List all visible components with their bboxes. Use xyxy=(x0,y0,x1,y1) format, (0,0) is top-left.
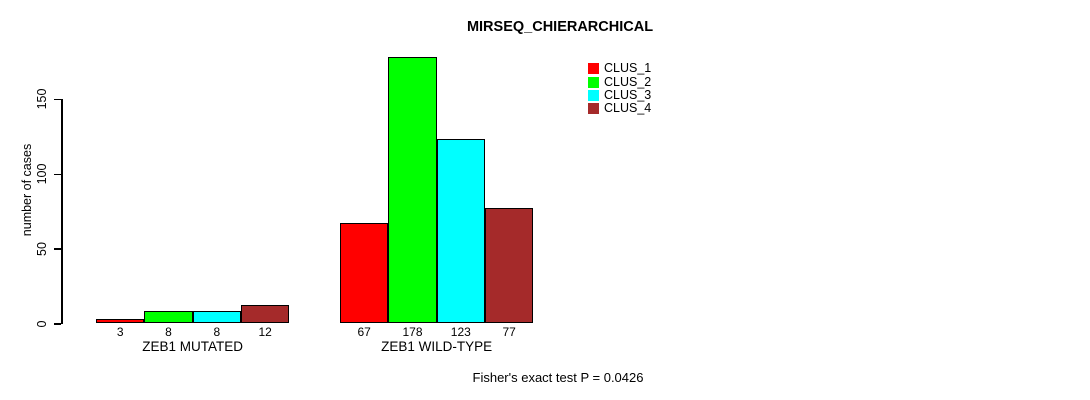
y-axis-tick xyxy=(54,98,61,101)
group-label: ZEB1 WILD-TYPE xyxy=(381,339,493,354)
bar-value-label: 123 xyxy=(450,325,471,339)
legend-label: CLUS_3 xyxy=(604,87,652,102)
legend-swatch-clus_3 xyxy=(588,89,599,101)
group-label: ZEB1 MUTATED xyxy=(142,339,244,354)
bar-value-label: 77 xyxy=(502,325,516,339)
y-axis-tick-label: 150 xyxy=(35,88,49,110)
legend-label: CLUS_4 xyxy=(604,101,652,116)
legend-row: CLUS_2 xyxy=(588,75,651,88)
bar-clus_4 xyxy=(484,207,534,323)
y-axis-tick-label: 0 xyxy=(35,320,49,327)
legend-swatch-clus_4 xyxy=(588,103,599,115)
y-axis-tick-label: 100 xyxy=(35,163,49,185)
bar-value-label: 8 xyxy=(165,325,172,339)
bar-value-label: 8 xyxy=(213,325,221,339)
y-axis-tick xyxy=(54,323,61,325)
bar-clus_3 xyxy=(192,311,241,323)
legend-label: CLUS_1 xyxy=(604,61,652,76)
bar-value-label: 3 xyxy=(116,325,124,339)
bar-clus_1 xyxy=(340,222,389,323)
bar-clus_1 xyxy=(96,318,145,323)
legend-label: CLUS_2 xyxy=(604,74,652,89)
bar-clus_2 xyxy=(144,311,193,323)
bar-clus_2 xyxy=(388,57,437,323)
stat-annotation: Fisher's exact test P = 0.0426 xyxy=(472,370,644,385)
y-axis-tick xyxy=(54,173,61,176)
y-axis-label: number of cases xyxy=(20,143,34,237)
legend-swatch-clus_2 xyxy=(588,76,599,88)
y-axis-tick xyxy=(54,248,61,250)
bar-clus_3 xyxy=(436,139,485,323)
legend-row: CLUS_4 xyxy=(588,102,651,115)
bar-value-label: 12 xyxy=(258,325,272,339)
bar-clus_4 xyxy=(240,305,290,323)
chart-title: MIRSEQ_CHIERARCHICAL xyxy=(466,19,654,35)
bar-value-label: 67 xyxy=(357,325,371,339)
y-axis-line xyxy=(61,98,63,325)
y-axis-tick-label: 50 xyxy=(35,241,49,256)
legend-row: CLUS_1 xyxy=(588,62,651,75)
legend-swatch-clus_1 xyxy=(588,63,599,75)
bar-value-label: 178 xyxy=(402,325,423,339)
legend: CLUS_1 CLUS_2 CLUS_3 CLUS_4 xyxy=(588,62,651,116)
legend-row: CLUS_3 xyxy=(588,87,652,102)
